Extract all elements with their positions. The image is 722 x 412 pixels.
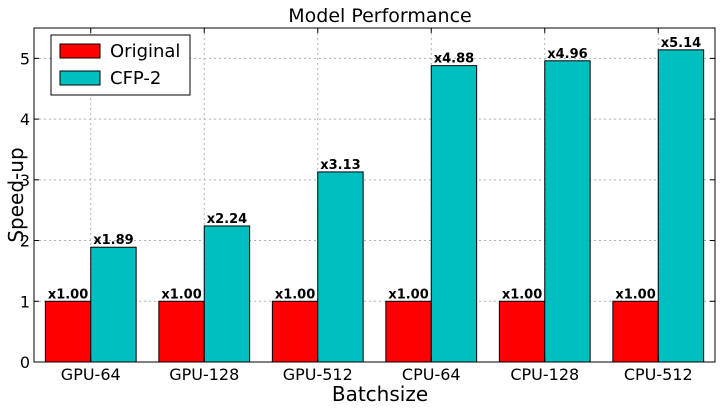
bar-cfp-2-cpu-64 (430, 65, 478, 363)
y-tick-label: 2 (20, 232, 30, 251)
bar-original-gpu-512 (271, 300, 319, 363)
data-label-original-cpu-512: x1.00 (615, 287, 655, 302)
bar-cfp-2-cpu-512 (657, 49, 705, 363)
y-axis-label: Speed-up (4, 147, 28, 242)
y-tick-label: 1 (20, 292, 30, 311)
data-label-cfp-2-gpu-128: x2.24 (207, 212, 247, 227)
data-label-original-gpu-512: x1.00 (275, 287, 315, 302)
bar-original-cpu-512 (612, 300, 659, 363)
x-tick-label-gpu-128: GPU-128 (169, 365, 239, 384)
data-label-original-gpu-128: x1.00 (161, 287, 201, 302)
bar-original-cpu-64 (385, 300, 432, 363)
bar-cfp-2-gpu-512 (317, 171, 364, 363)
data-label-original-gpu-64: x1.00 (48, 287, 88, 302)
bar-cfp-2-gpu-128 (203, 225, 251, 363)
plot-frame (33, 27, 716, 363)
bar-cfp-2-cpu-128 (544, 60, 591, 363)
data-label-cfp-2-cpu-128: x4.96 (547, 47, 587, 62)
legend-label-cfp-2: CFP-2 (110, 68, 161, 89)
bars (44, 49, 705, 363)
x-tick-label-cpu-512: CPU-512 (624, 365, 693, 384)
axis-ticks: 0 1 2 3 4 5 GPU-64 GPU-128 GPU-512 CPU-64 CPU-128 C… (20, 28, 715, 384)
y-tick-label: 5 (20, 49, 30, 68)
x-tick-label-cpu-64: CPU-64 (402, 365, 461, 384)
data-label-original-cpu-128: x1.00 (502, 287, 542, 302)
legend: Original CFP-2 (50, 34, 191, 96)
bar-cfp-2-gpu-64 (90, 246, 137, 363)
y-tick-label: 4 (20, 110, 30, 129)
legend-swatch-original (59, 43, 101, 59)
data-label-cfp-2-cpu-512: x5.14 (661, 36, 701, 51)
x-axis-label: Batchsize (332, 382, 428, 406)
legend-label-original: Original (110, 41, 180, 62)
y-tick-label: 3 (20, 171, 30, 190)
data-labels: x1.00 x1.00 x1.00 x1.00 x1.00 x1.00 x1.89 x2.24… (48, 36, 701, 302)
data-label-cfp-2-cpu-64: x4.88 (434, 52, 474, 67)
y-tick-label: 0 (20, 353, 30, 372)
data-label-cfp-2-gpu-512: x3.13 (320, 158, 360, 173)
x-tick-label-cpu-128: CPU-128 (510, 365, 579, 384)
x-tick-label-gpu-512: GPU-512 (283, 365, 353, 384)
bar-original-gpu-64 (44, 300, 92, 363)
data-label-original-cpu-64: x1.00 (388, 287, 428, 302)
legend-swatch-cfp-2 (59, 70, 101, 86)
x-tick-label-gpu-64: GPU-64 (61, 365, 121, 384)
bar-original-cpu-128 (498, 300, 546, 363)
chart-title: Model Performance (288, 5, 472, 27)
data-label-cfp-2-gpu-64: x1.89 (93, 233, 133, 248)
bar-original-gpu-128 (158, 300, 205, 363)
